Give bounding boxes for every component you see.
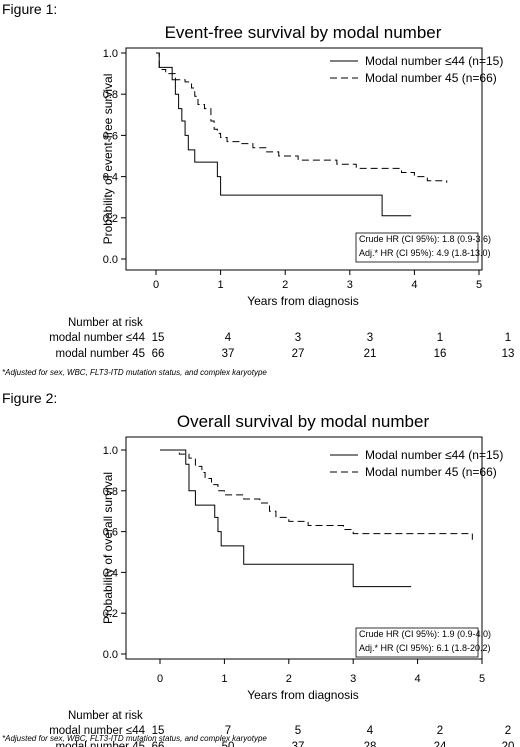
y-tick-label: 1.0 — [103, 445, 118, 457]
x-tick-label: 5 — [479, 673, 485, 685]
risk-row-label: modal number 45 — [56, 348, 146, 360]
x-axis-label: Years from diagnosis — [247, 688, 359, 702]
risk-count: 66 — [152, 741, 165, 747]
figure-label: Figure 1: — [2, 1, 57, 17]
x-tick-label: 0 — [157, 673, 163, 685]
risk-count: 15 — [152, 725, 165, 737]
y-tick-label: 1.0 — [103, 48, 118, 60]
hr-stats-box — [355, 232, 479, 263]
series-modal-le44-line — [156, 52, 412, 217]
risk-count: 15 — [152, 332, 165, 344]
risk-count: 27 — [292, 348, 305, 360]
legend-label: Modal number 45 (n=66) — [365, 71, 497, 85]
risk-count: 28 — [364, 741, 377, 747]
legend-label: Modal number ≤44 (n=15) — [365, 54, 503, 68]
figure-1: Figure 1: Event-free survival by modal nu… — [2, 1, 514, 377]
risk-count: 37 — [222, 348, 235, 360]
plot-frame — [125, 436, 483, 660]
y-axis-label: Probability of overall survival — [101, 472, 115, 624]
series-modal-45-line — [156, 52, 448, 183]
y-tick-label: 0.4 — [103, 567, 118, 579]
y-tick-label: 0.0 — [103, 254, 118, 266]
series-modal-45-line — [160, 449, 473, 540]
risk-count: 5 — [295, 725, 301, 737]
x-tick-label: 4 — [415, 673, 421, 685]
plot-frame — [125, 47, 483, 271]
risk-count: 2 — [437, 725, 443, 737]
y-tick-label: 0.2 — [103, 213, 118, 225]
x-axis-label: Years from diagnosis — [247, 294, 359, 308]
legend-label: Modal number ≤44 (n=15) — [365, 448, 503, 462]
x-tick-label: 5 — [476, 279, 482, 291]
risk-count: 4 — [367, 725, 374, 737]
x-tick-label: 3 — [347, 279, 353, 291]
y-tick-label: 0.6 — [103, 130, 118, 142]
risk-count: 1 — [437, 332, 443, 344]
y-axis-label: Probability of event-free survival — [101, 74, 115, 245]
y-tick-label: 0.2 — [103, 608, 118, 620]
figure-2: Figure 2: Overall survival by modal numbe… — [2, 390, 514, 747]
risk-count: 50 — [222, 741, 235, 747]
risk-count: 2 — [505, 725, 511, 737]
x-tick-label: 4 — [411, 279, 417, 291]
risk-count: 16 — [434, 348, 447, 360]
x-tick-label: 1 — [218, 279, 224, 291]
x-tick-label: 2 — [282, 279, 288, 291]
x-tick-label: 3 — [350, 673, 356, 685]
risk-count: 24 — [434, 741, 447, 747]
hr-stat-line: Adj.* HR (CI 95%): 4.9 (1.8-13.0) — [359, 248, 491, 258]
risk-count: 3 — [295, 332, 301, 344]
x-tick-label: 0 — [153, 279, 159, 291]
risk-count: 37 — [292, 741, 305, 747]
risk-row-label: modal number 45 — [56, 741, 146, 747]
risk-count: 3 — [367, 332, 373, 344]
footnote: *Adjusted for sex, WBC, FLT3-ITD mutatio… — [2, 368, 267, 377]
x-tick-label: 2 — [286, 673, 292, 685]
risk-count: 21 — [364, 348, 377, 360]
risk-count: 4 — [225, 332, 232, 344]
y-tick-label: 0.8 — [103, 486, 118, 498]
risk-row-label: modal number ≤44 — [49, 332, 145, 344]
risk-count: 13 — [502, 348, 515, 360]
chart-title: Overall survival by modal number — [177, 412, 430, 431]
risk-count: 1 — [505, 332, 511, 344]
y-tick-label: 0.0 — [103, 649, 118, 661]
legend-label: Modal number 45 (n=66) — [365, 465, 497, 479]
x-tick-label: 1 — [221, 673, 227, 685]
series-modal-le44-line — [160, 449, 412, 588]
risk-count: 66 — [152, 348, 165, 360]
y-tick-label: 0.4 — [103, 172, 118, 184]
chart-title: Event-free survival by modal number — [165, 23, 442, 42]
risk-count: 7 — [225, 725, 231, 737]
figure-label: Figure 2: — [2, 390, 57, 406]
hr-stats-box — [355, 627, 479, 658]
hr-stat-line: Adj.* HR (CI 95%): 6.1 (1.8-20.2) — [359, 643, 491, 653]
risk-count: 20 — [502, 741, 515, 747]
y-tick-label: 0.8 — [103, 89, 118, 101]
footnote: *Adjusted for sex, WBC, FLT3-ITD mutatio… — [2, 734, 267, 743]
y-tick-label: 0.6 — [103, 527, 118, 539]
risk-row-label: modal number ≤44 — [49, 725, 145, 737]
hr-stat-line: Crude HR (CI 95%): 1.8 (0.9-3.6) — [359, 234, 491, 244]
hr-stat-line: Crude HR (CI 95%): 1.9 (0.9-4.0) — [359, 629, 491, 639]
risk-table-header: Number at risk — [68, 317, 143, 329]
risk-table-header: Number at risk — [68, 710, 143, 722]
